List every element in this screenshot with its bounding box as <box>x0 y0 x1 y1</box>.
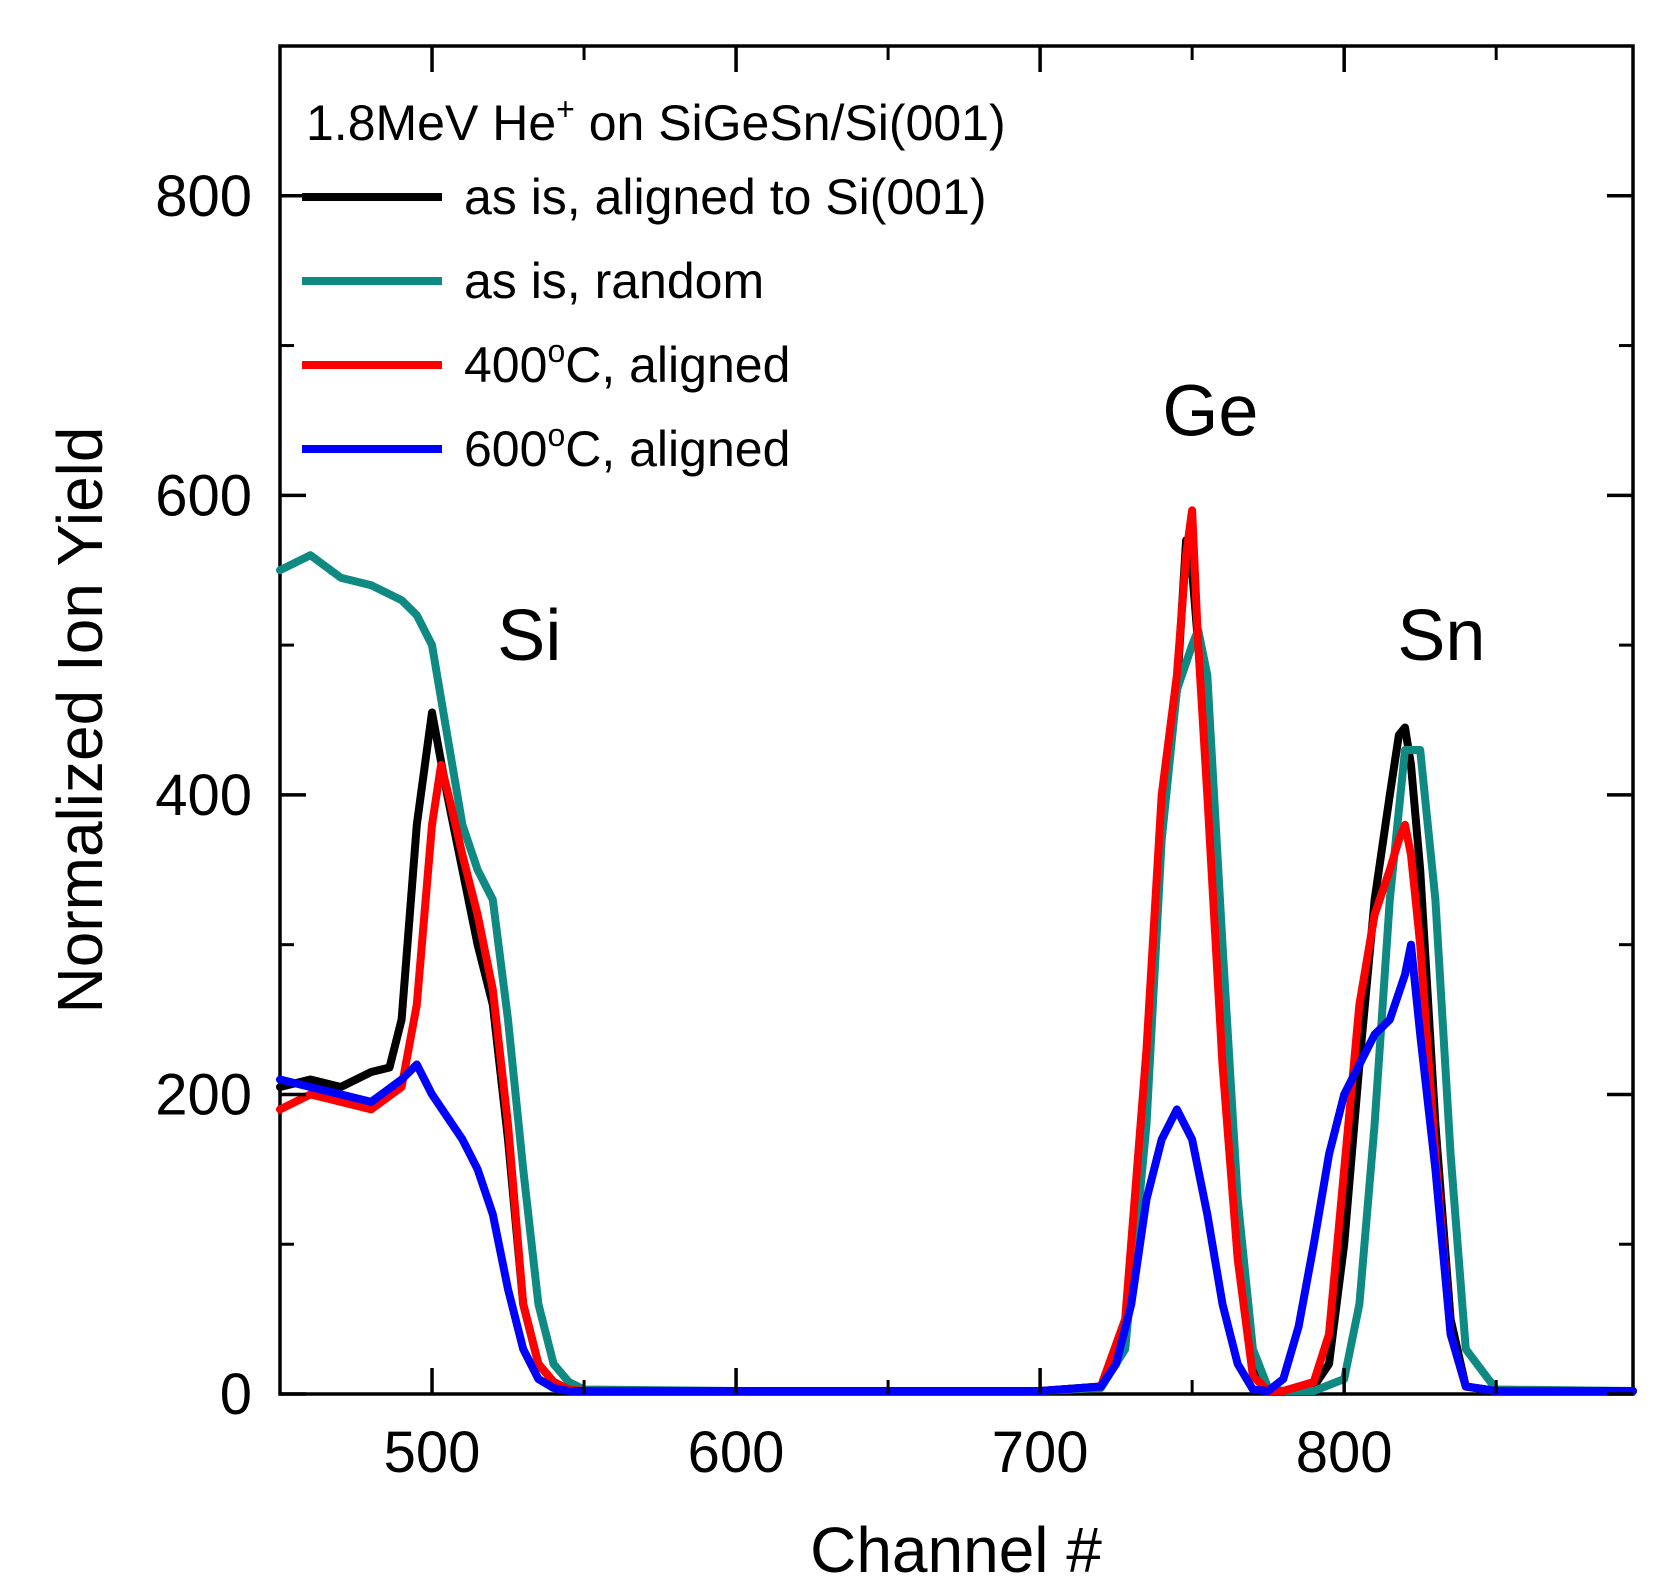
legend-label-main: 600 <box>464 421 547 477</box>
y-axis-title: Normalized Ion Yield <box>44 427 116 1014</box>
legend-label-main: 400 <box>464 337 547 393</box>
x-tick-label: 700 <box>992 1420 1089 1485</box>
ticks-layer: 500 600 700 800 0 200 400 600 800 <box>155 44 1633 1485</box>
legend: as is, aligned to Si(001) as is, random 40… <box>302 169 987 477</box>
y-tick-label: 600 <box>155 463 252 528</box>
legend-label-superscript: o <box>547 333 565 369</box>
peak-label-sn: Sn <box>1397 596 1485 676</box>
x-axis-title: Channel # <box>810 1514 1102 1586</box>
x-tick-label: 500 <box>384 1420 481 1485</box>
series-line-4 <box>276 940 1637 1395</box>
legend-header: 1.8MeV He+ on SiGeSn/Si(001) <box>306 91 1006 151</box>
legend-label-4: 600oC, aligned <box>464 417 790 477</box>
legend-label-main: as is, aligned to Si(001) <box>464 169 987 225</box>
legend-header-prefix: 1.8MeV He <box>306 95 556 151</box>
y-tick-label: 0 <box>220 1362 252 1427</box>
legend-label-tail: C, aligned <box>565 421 790 477</box>
legend-label-3: 400oC, aligned <box>464 333 790 393</box>
x-tick-label: 800 <box>1296 1420 1393 1485</box>
legend-header-suffix: on SiGeSn/Si(001) <box>575 95 1006 151</box>
legend-label-superscript: o <box>547 417 565 453</box>
legend-label-2: as is, random <box>464 253 764 309</box>
peak-annotations: Si Ge Sn <box>497 371 1485 676</box>
legend-label-1: as is, aligned to Si(001) <box>464 169 987 225</box>
y-tick-label: 800 <box>155 164 252 229</box>
y-tick-label: 200 <box>155 1062 252 1127</box>
x-tick-label: 600 <box>688 1420 785 1485</box>
peak-label-ge: Ge <box>1162 371 1258 451</box>
legend-label-tail: C, aligned <box>565 337 790 393</box>
series-layer <box>276 506 1637 1395</box>
y-tick-label: 400 <box>155 763 252 828</box>
series-line-3 <box>276 506 1637 1395</box>
legend-label-main: as is, random <box>464 253 764 309</box>
peak-label-si: Si <box>497 596 561 676</box>
legend-header-superscript: + <box>556 91 575 127</box>
